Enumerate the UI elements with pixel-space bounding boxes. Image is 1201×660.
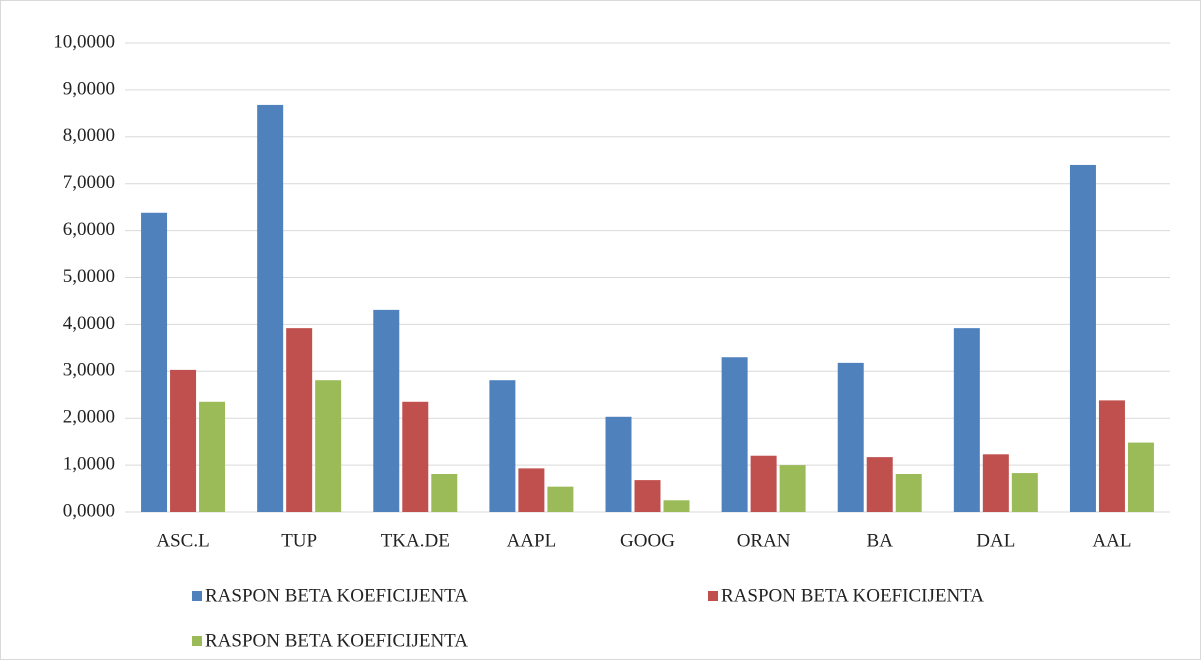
- y-tick-label: 1,0000: [63, 453, 115, 474]
- bar: [431, 474, 458, 512]
- bar: [373, 309, 400, 512]
- bar: [634, 480, 661, 512]
- x-tick-label: DAL: [976, 530, 1015, 551]
- bar: [750, 455, 777, 512]
- bar: [518, 468, 545, 512]
- x-tick-label: BA: [867, 530, 894, 551]
- bar: [663, 500, 690, 512]
- bar: [1011, 473, 1038, 512]
- x-tick-label: TUP: [281, 530, 317, 551]
- bar: [257, 104, 284, 513]
- legend-swatch: [192, 636, 202, 646]
- bar: [866, 457, 893, 512]
- y-tick-label: 4,0000: [63, 313, 115, 334]
- bar: [489, 380, 516, 512]
- bar: [1098, 400, 1125, 512]
- y-tick-label: 9,0000: [63, 78, 115, 99]
- bar: [1069, 164, 1096, 512]
- y-tick-label: 3,0000: [63, 360, 115, 381]
- y-tick-label: 5,0000: [63, 266, 115, 287]
- bar: [837, 362, 864, 512]
- x-tick-label: GOOG: [620, 530, 675, 551]
- bar: [1127, 442, 1154, 512]
- legend-label: RASPON BETA KOEFICIJENTA: [205, 585, 468, 606]
- bar: [141, 212, 168, 512]
- y-tick-label: 7,0000: [63, 172, 115, 193]
- x-tick-label: TKA.DE: [381, 530, 450, 551]
- legend-swatch: [192, 591, 202, 601]
- x-tick-label: ASC.L: [156, 530, 209, 551]
- x-tick-label: AAL: [1092, 530, 1131, 551]
- y-tick-label: 10,0000: [53, 31, 115, 52]
- bar: [895, 474, 922, 512]
- bar: [721, 357, 748, 512]
- legend-label: RASPON BETA KOEFICIJENTA: [205, 630, 468, 651]
- legend-label: RASPON BETA KOEFICIJENTA: [721, 585, 984, 606]
- y-tick-label: 0,0000: [63, 500, 115, 521]
- bar: [982, 454, 1009, 512]
- bar: [315, 380, 342, 512]
- y-tick-label: 6,0000: [63, 219, 115, 240]
- bar: [953, 328, 980, 512]
- bar: [199, 401, 226, 512]
- x-tick-label: AAPL: [507, 530, 557, 551]
- y-tick-label: 2,0000: [63, 407, 115, 428]
- bar: [547, 486, 574, 512]
- y-tick-label: 8,0000: [63, 125, 115, 146]
- bar: [286, 328, 313, 512]
- bar: [605, 416, 632, 512]
- bar: [779, 465, 806, 512]
- bar: [170, 369, 197, 512]
- x-tick-label: ORAN: [737, 530, 791, 551]
- legend-swatch: [708, 591, 718, 601]
- bar: [402, 401, 429, 512]
